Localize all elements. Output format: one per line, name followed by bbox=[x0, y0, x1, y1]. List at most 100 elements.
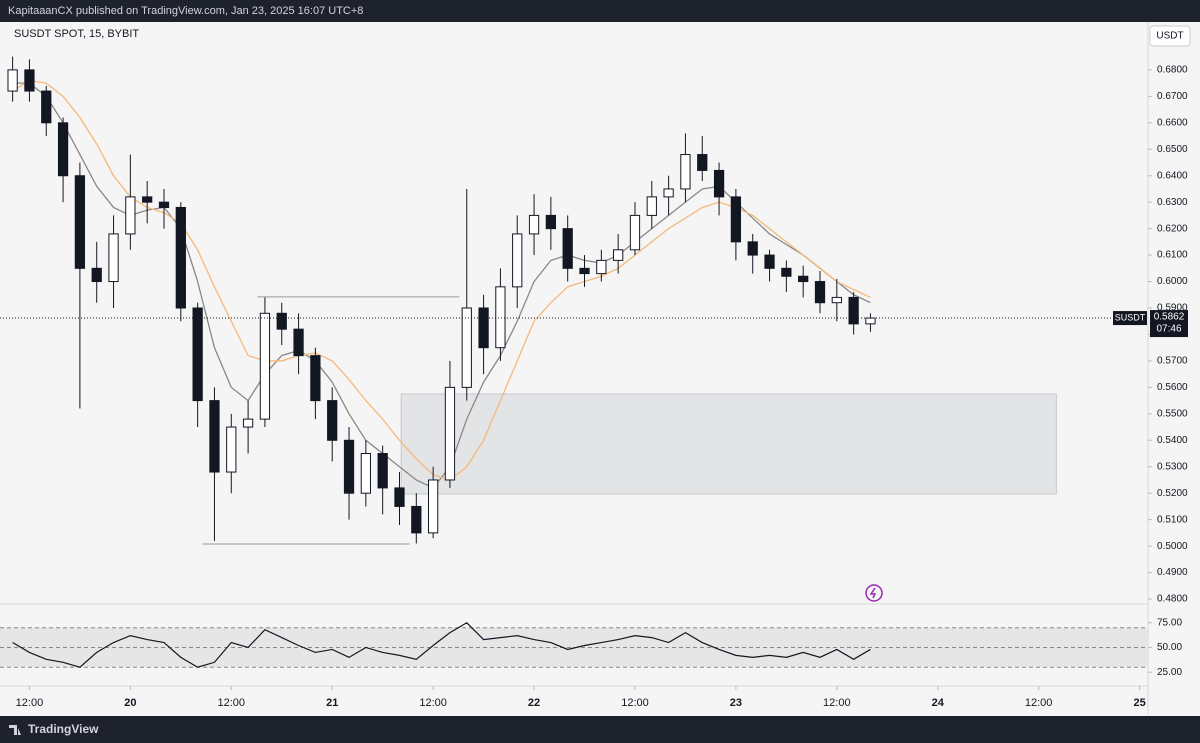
x-tick-label: 12:00 bbox=[823, 697, 851, 709]
x-tick-label: 12:00 bbox=[419, 697, 447, 709]
x-tick-label: 12:00 bbox=[16, 697, 44, 709]
footer-icon bbox=[9, 725, 21, 735]
candle-body bbox=[226, 426, 237, 473]
candle-body bbox=[74, 175, 86, 269]
y-tick-label: 0.5600 bbox=[1157, 382, 1188, 393]
candle-body bbox=[831, 296, 842, 304]
candle-body bbox=[680, 154, 691, 190]
candle-body bbox=[293, 328, 304, 357]
candle-body bbox=[613, 249, 624, 261]
rsi-line bbox=[12, 622, 871, 668]
candle-body bbox=[142, 196, 153, 203]
candle-body bbox=[646, 196, 657, 216]
candle-body bbox=[158, 201, 170, 208]
candle-body bbox=[394, 487, 405, 507]
candle-body bbox=[377, 453, 388, 489]
candle-body bbox=[730, 196, 742, 243]
y-tick-label: 0.5100 bbox=[1157, 514, 1188, 525]
price-tag-label: 0.5862 bbox=[1154, 312, 1185, 323]
y-tick-label: 0.4900 bbox=[1157, 567, 1188, 578]
candle-body bbox=[57, 122, 69, 177]
y-tick-label: 0.4800 bbox=[1157, 594, 1188, 605]
countdown-label: 07:46 bbox=[1156, 324, 1181, 335]
event-icon[interactable] bbox=[865, 584, 883, 602]
chart-title: SUSDT SPOT, 15, BYBIT bbox=[14, 28, 139, 40]
candle-body bbox=[7, 69, 18, 92]
event-icon-bolt bbox=[869, 587, 877, 599]
x-tick-label: 22 bbox=[528, 697, 540, 709]
candle-body bbox=[629, 214, 641, 251]
y-tick-label: 0.6800 bbox=[1157, 65, 1188, 76]
y-tick-label: 0.6400 bbox=[1157, 170, 1188, 181]
y-tick-label: 0.6100 bbox=[1157, 250, 1188, 261]
candle-body bbox=[848, 296, 859, 325]
symbol-tag bbox=[1113, 311, 1147, 326]
candle-body bbox=[798, 275, 809, 283]
candle-body bbox=[192, 307, 203, 402]
candle-body bbox=[343, 439, 355, 494]
x-tick-label: 21 bbox=[326, 697, 338, 709]
zone bbox=[400, 393, 1057, 495]
x-tick-label: 12:00 bbox=[621, 697, 649, 709]
y-tick-label: 0.6600 bbox=[1157, 117, 1188, 128]
candle-body bbox=[747, 241, 758, 256]
y-tick-label: 0.5000 bbox=[1157, 541, 1188, 552]
candle-body bbox=[579, 267, 590, 275]
candle-body bbox=[327, 400, 338, 441]
y-tick-label: 0.5400 bbox=[1157, 435, 1188, 446]
candle-body bbox=[528, 214, 540, 235]
candle-body bbox=[545, 214, 556, 230]
candle-body bbox=[663, 188, 674, 198]
y-tick-label: 0.5200 bbox=[1157, 488, 1188, 499]
x-tick-label: 12:00 bbox=[1025, 697, 1053, 709]
footer-logo: TradingView bbox=[28, 722, 99, 736]
y-tick-label: 0.6700 bbox=[1157, 91, 1188, 102]
candle-body bbox=[697, 154, 708, 171]
moving-average bbox=[12, 79, 871, 481]
candle-body bbox=[713, 169, 725, 198]
currency-button[interactable] bbox=[1149, 25, 1191, 47]
candle-body bbox=[865, 317, 876, 325]
candle-body bbox=[461, 307, 472, 388]
candle-body bbox=[495, 286, 506, 349]
footer-bar bbox=[0, 716, 1200, 743]
candle-body bbox=[276, 312, 287, 330]
y-tick-label: 0.6300 bbox=[1157, 197, 1188, 208]
x-tick-label: 20 bbox=[124, 697, 136, 709]
y-tick-label: 0.6200 bbox=[1157, 223, 1188, 234]
candle-body bbox=[108, 233, 119, 283]
candle-body bbox=[596, 259, 607, 275]
y-tick-label: 0.5700 bbox=[1157, 356, 1188, 367]
candle-body bbox=[41, 90, 52, 124]
candle-body bbox=[125, 196, 136, 235]
candle-body bbox=[814, 281, 826, 304]
candle-body bbox=[428, 479, 439, 534]
y-tick-label: 50.00 bbox=[1157, 642, 1182, 653]
y-tick-label: 0.5300 bbox=[1157, 461, 1188, 472]
candle-body bbox=[562, 228, 573, 269]
candle-body bbox=[764, 254, 775, 269]
candle-body bbox=[411, 505, 422, 534]
y-tick-label: 75.00 bbox=[1157, 617, 1182, 628]
candle-body bbox=[310, 355, 321, 402]
price-tag bbox=[1150, 310, 1188, 338]
currency-label: USDT bbox=[1156, 31, 1183, 42]
x-tick-label: 23 bbox=[730, 697, 742, 709]
candle-body bbox=[512, 233, 523, 288]
y-tick-label: 0.5900 bbox=[1157, 303, 1188, 314]
candle-body bbox=[91, 267, 102, 283]
candle-body bbox=[242, 418, 254, 428]
candle-body bbox=[781, 267, 792, 277]
candle-body bbox=[478, 307, 489, 349]
y-tick-label: 0.6500 bbox=[1157, 144, 1188, 155]
symbol-tag-label: SUSDT bbox=[1115, 312, 1146, 322]
y-tick-label: 0.5500 bbox=[1157, 408, 1188, 419]
header-text: KapitaaanCX published on TradingView.com… bbox=[8, 5, 363, 17]
x-tick-label: 25 bbox=[1133, 697, 1145, 709]
candle-body bbox=[209, 400, 220, 473]
candle-body bbox=[259, 312, 271, 420]
candle-body bbox=[360, 453, 371, 494]
y-tick-label: 0.6000 bbox=[1157, 276, 1188, 287]
candle-body bbox=[24, 69, 35, 92]
